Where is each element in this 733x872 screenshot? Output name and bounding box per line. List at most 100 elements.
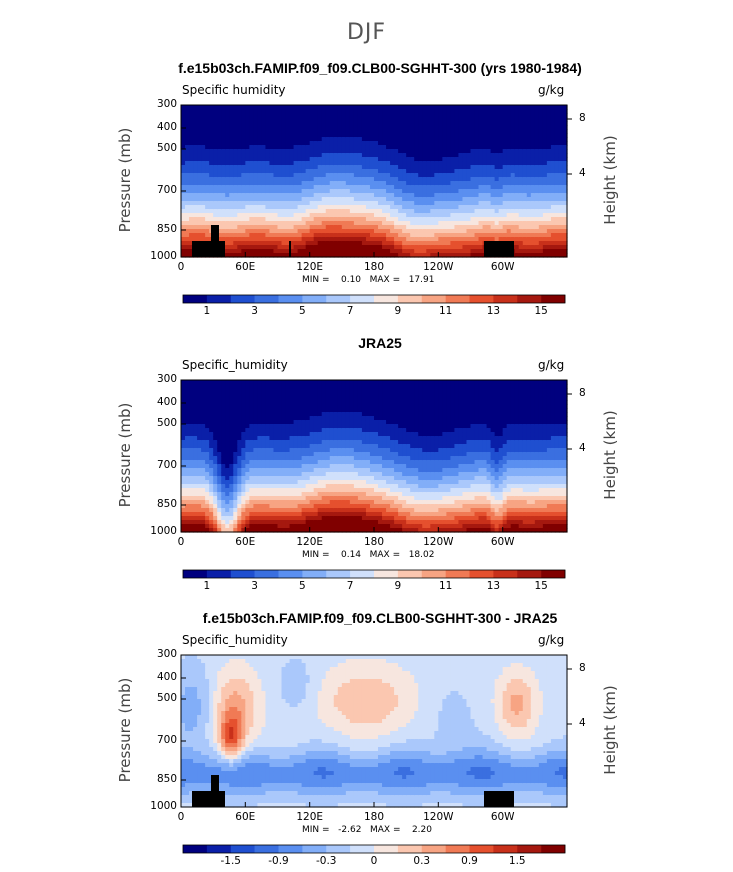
heat-cell bbox=[229, 241, 234, 246]
heat-cell bbox=[193, 516, 198, 521]
heat-cell bbox=[269, 384, 275, 389]
heat-cell bbox=[273, 460, 279, 465]
heat-cell bbox=[273, 253, 279, 258]
heat-cell bbox=[538, 133, 544, 138]
heat-cell bbox=[209, 396, 214, 401]
heat-cell bbox=[249, 488, 254, 493]
heat-cell bbox=[422, 217, 427, 222]
heat-cell bbox=[225, 213, 230, 218]
heat-cell bbox=[462, 181, 468, 186]
heat-cell bbox=[470, 141, 476, 146]
heat-cell bbox=[542, 157, 548, 162]
heat-cell bbox=[297, 488, 303, 493]
heat-cell bbox=[205, 141, 210, 146]
heat-cell bbox=[494, 217, 500, 222]
heat-cell bbox=[490, 173, 496, 178]
heat-cell bbox=[442, 109, 447, 114]
heat-cell bbox=[253, 229, 258, 234]
heat-cell bbox=[490, 209, 496, 214]
heat-cell bbox=[189, 193, 194, 198]
heat-cell bbox=[378, 245, 383, 250]
heat-cell bbox=[534, 109, 540, 114]
heat-cell bbox=[221, 201, 226, 206]
heat-cell bbox=[217, 149, 222, 154]
heat-cell bbox=[193, 201, 198, 206]
heat-cell bbox=[494, 121, 500, 126]
heat-cell bbox=[249, 169, 254, 174]
heat-cell bbox=[197, 524, 202, 529]
heat-cell bbox=[554, 113, 560, 118]
heat-cell bbox=[213, 512, 218, 517]
heat-cell bbox=[293, 153, 299, 158]
heat-cell bbox=[281, 109, 287, 114]
heat-cell bbox=[269, 185, 275, 190]
heat-cell bbox=[530, 233, 536, 238]
heat-cell bbox=[550, 217, 556, 222]
heat-cell bbox=[189, 496, 194, 501]
heat-cell bbox=[506, 237, 512, 242]
heat-cell bbox=[241, 444, 246, 449]
heat-cell bbox=[237, 229, 242, 234]
heat-cell bbox=[349, 249, 355, 254]
heat-cell bbox=[217, 121, 222, 126]
heat-cell bbox=[273, 169, 279, 174]
heat-cell bbox=[538, 209, 544, 214]
heat-cell bbox=[305, 161, 311, 166]
heat-cell bbox=[438, 213, 443, 218]
heat-cell bbox=[185, 408, 190, 413]
heat-cell bbox=[406, 129, 411, 134]
heat-cell bbox=[321, 113, 327, 118]
heat-cell bbox=[414, 209, 419, 214]
heat-cell bbox=[257, 149, 263, 154]
heat-cell bbox=[562, 161, 568, 166]
heat-cell bbox=[550, 141, 556, 146]
heat-cell bbox=[245, 484, 250, 489]
heat-cell bbox=[189, 209, 194, 214]
heat-cell bbox=[201, 145, 206, 150]
heat-cell bbox=[197, 384, 202, 389]
heat-cell bbox=[293, 229, 299, 234]
heat-cell bbox=[253, 488, 258, 493]
heat-cell bbox=[482, 141, 488, 146]
heat-cell bbox=[442, 121, 447, 126]
heat-cell bbox=[189, 233, 194, 238]
heat-cell bbox=[221, 380, 226, 385]
heat-cell bbox=[213, 221, 218, 226]
heat-cell bbox=[273, 484, 279, 489]
heat-cell bbox=[301, 424, 307, 429]
heat-cell bbox=[293, 388, 299, 393]
heat-cell bbox=[225, 480, 230, 485]
heat-cell bbox=[241, 476, 246, 481]
heat-cell bbox=[241, 468, 246, 473]
heat-cell bbox=[382, 197, 387, 202]
heat-cell bbox=[301, 444, 307, 449]
heat-cell bbox=[213, 153, 218, 158]
heat-cell bbox=[502, 117, 508, 122]
heat-cell bbox=[269, 213, 275, 218]
heat-cell bbox=[253, 121, 258, 126]
heat-cell bbox=[181, 492, 186, 497]
heat-cell bbox=[486, 213, 492, 218]
heat-cell bbox=[337, 141, 343, 146]
x-tick-label: 120E bbox=[296, 261, 324, 273]
heat-cell bbox=[458, 185, 464, 190]
heat-cell bbox=[305, 201, 311, 206]
heat-cell bbox=[253, 464, 258, 469]
heat-cell bbox=[446, 197, 451, 202]
heat-cell bbox=[502, 201, 508, 206]
heat-cell bbox=[554, 229, 560, 234]
heat-cell bbox=[189, 237, 194, 242]
heat-cell bbox=[309, 412, 315, 417]
heat-cell bbox=[462, 185, 468, 190]
heat-cell bbox=[185, 249, 190, 254]
heat-cell bbox=[406, 205, 411, 210]
heat-cell bbox=[454, 225, 460, 230]
heat-cell bbox=[205, 233, 210, 238]
heat-cell bbox=[446, 209, 451, 214]
heat-cell bbox=[558, 241, 564, 246]
heat-cell bbox=[530, 145, 536, 150]
heat-cell bbox=[293, 464, 299, 469]
heat-cell bbox=[233, 233, 238, 238]
heat-cell bbox=[209, 117, 214, 122]
heat-cell bbox=[502, 189, 508, 194]
